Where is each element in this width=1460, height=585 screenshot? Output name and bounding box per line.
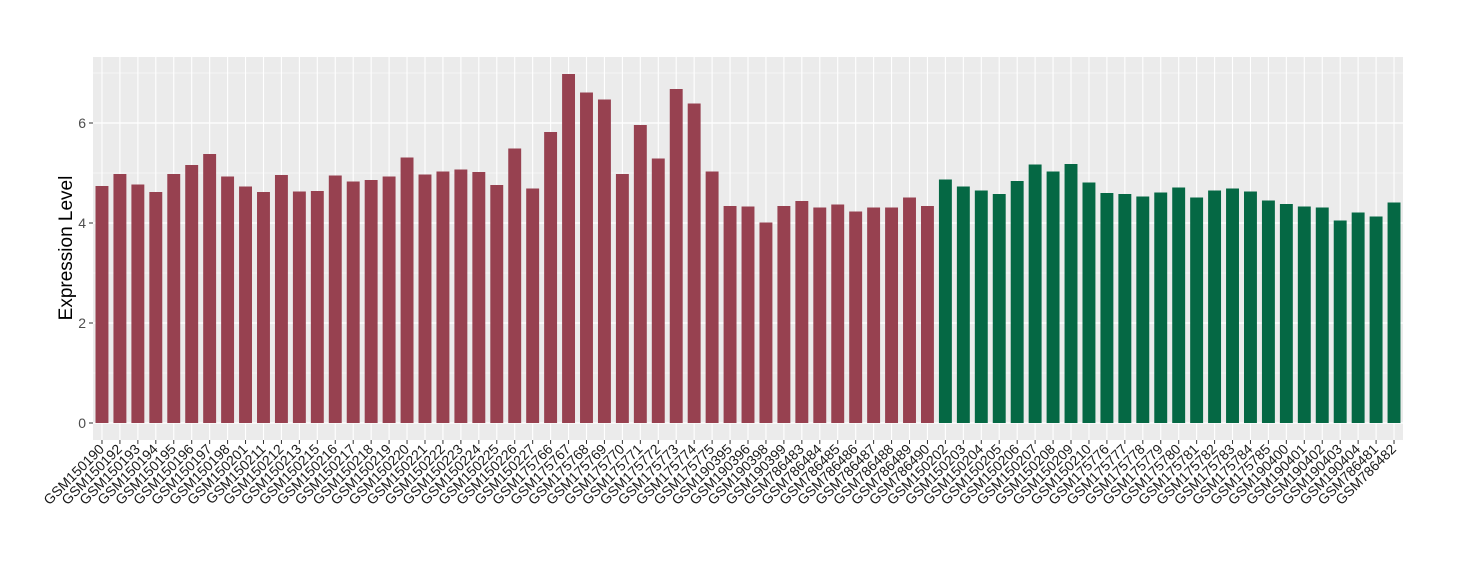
bar-GSM175772: [651, 158, 665, 423]
bar-GSM150220: [400, 157, 414, 423]
bar-GSM190404: [1351, 212, 1365, 423]
bar-GSM175769: [597, 99, 611, 423]
bar-GSM786481: [1369, 216, 1383, 423]
bar-GSM150197: [203, 154, 217, 423]
bar-GSM175780: [1172, 187, 1186, 423]
bar-GSM150226: [508, 148, 522, 423]
bar-GSM150212: [274, 175, 288, 423]
bar-GSM150213: [292, 191, 306, 423]
bar-GSM175781: [1190, 197, 1204, 423]
bar-GSM190401: [1297, 206, 1311, 423]
bar-GSM150194: [149, 192, 163, 423]
bar-GSM786482: [1387, 202, 1401, 423]
bar-GSM175771: [633, 125, 647, 423]
bar-GSM786484: [813, 207, 827, 423]
bar-GSM175783: [1226, 188, 1239, 423]
bar-GSM175776: [1100, 193, 1114, 423]
bar-GSM150211: [257, 192, 270, 423]
bar-GSM175768: [580, 92, 593, 423]
bar-GSM150207: [1028, 164, 1042, 423]
bar-GSM150217: [346, 181, 360, 423]
x-axis: GSM150190GSM150192GSM150193GSM150194GSM1…: [40, 440, 1399, 508]
bar-GSM150201: [239, 186, 252, 423]
bar-GSM150195: [167, 174, 181, 423]
bar-GSM786487: [867, 207, 881, 423]
bar-GSM150223: [454, 169, 468, 423]
bar-GSM175773: [669, 89, 683, 423]
bar-GSM175770: [615, 174, 629, 423]
bar-GSM786489: [903, 197, 916, 423]
bars: [95, 74, 1401, 423]
bar-GSM150209: [1064, 164, 1078, 423]
y-tick-label: 0: [78, 415, 86, 431]
bar-GSM150225: [490, 185, 504, 423]
bar-GSM150202: [938, 179, 952, 423]
bar-GSM150190: [95, 186, 109, 423]
bar-GSM150216: [328, 175, 342, 423]
bar-GSM150206: [1010, 181, 1024, 423]
y-tick-label: 4: [78, 215, 86, 231]
bar-GSM150205: [992, 194, 1006, 423]
y-tick-label: 6: [78, 115, 86, 131]
bar-GSM175766: [544, 132, 558, 423]
bar-GSM175782: [1208, 190, 1222, 423]
bar-GSM150215: [310, 191, 324, 423]
bar-GSM786486: [849, 211, 863, 423]
bar-GSM175784: [1244, 191, 1257, 423]
bar-GSM190400: [1279, 204, 1293, 423]
bar-GSM150193: [131, 184, 145, 423]
bar-GSM190398: [759, 222, 773, 423]
bar-GSM150222: [436, 171, 450, 423]
y-axis: 0 2 4 6: [78, 115, 93, 431]
bar-GSM786488: [885, 207, 899, 423]
bar-GSM150204: [974, 190, 988, 423]
bar-GSM175778: [1136, 196, 1150, 423]
bar-GSM150198: [221, 176, 235, 423]
bar-GSM150210: [1082, 182, 1096, 423]
bar-GSM175777: [1118, 194, 1132, 423]
y-tick-label: 2: [78, 315, 86, 331]
bar-GSM190402: [1315, 207, 1329, 423]
bar-GSM175767: [562, 74, 576, 423]
bar-GSM190403: [1333, 220, 1347, 423]
bar-GSM150192: [113, 174, 127, 423]
bar-GSM175775: [705, 171, 719, 423]
bar-GSM175785: [1261, 200, 1275, 423]
y-axis-label: Expression Level: [56, 176, 77, 321]
bar-GSM150227: [526, 188, 540, 423]
bar-GSM190396: [741, 206, 755, 423]
bar-GSM150203: [956, 186, 970, 423]
bar-GSM150224: [472, 172, 486, 423]
bar-GSM175774: [687, 103, 701, 423]
bar-GSM175779: [1154, 192, 1168, 423]
bar-GSM150219: [382, 176, 396, 423]
bar-GSM150208: [1046, 171, 1060, 423]
bar-GSM786490: [920, 206, 934, 423]
bar-GSM190399: [777, 206, 791, 423]
bar-GSM786485: [831, 204, 845, 423]
bar-GSM190395: [723, 206, 737, 423]
bar-GSM150218: [364, 180, 378, 423]
bar-GSM150221: [418, 174, 432, 423]
bar-GSM150196: [185, 165, 199, 423]
bar-GSM786483: [795, 201, 809, 423]
